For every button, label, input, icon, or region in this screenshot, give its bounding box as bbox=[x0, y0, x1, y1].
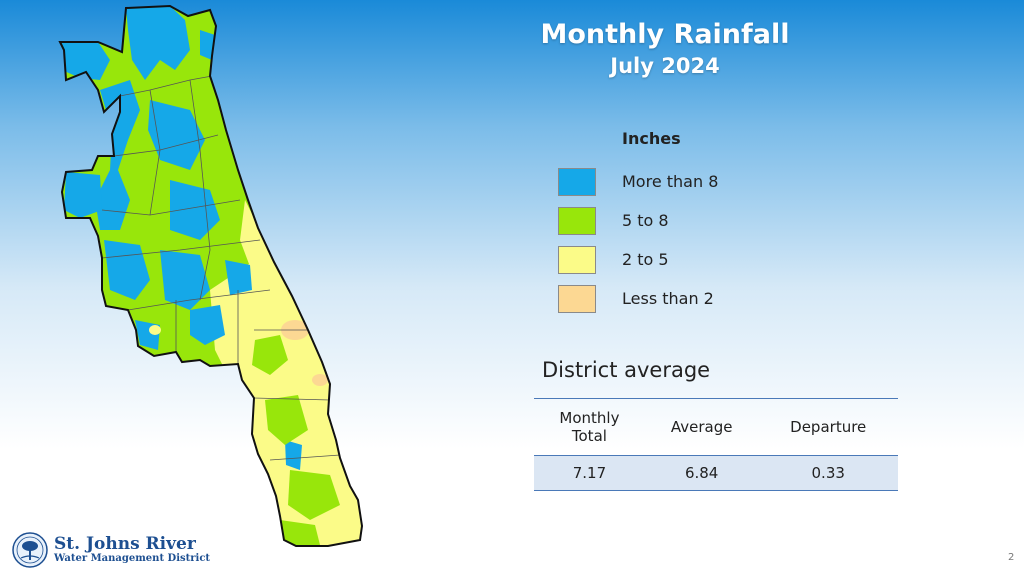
page-number: 2 bbox=[1008, 552, 1015, 563]
district-average-heading: District average bbox=[542, 358, 711, 382]
legend-title: Inches bbox=[622, 129, 681, 148]
column-header: Average bbox=[644, 398, 759, 456]
legend-swatch bbox=[558, 167, 596, 196]
legend-label: More than 8 bbox=[622, 172, 719, 191]
legend-item: 2 to 5 bbox=[558, 240, 718, 279]
district-logo: St. Johns River Water Management Distric… bbox=[12, 532, 210, 568]
legend-swatch bbox=[558, 206, 596, 235]
legend-item: Less than 2 bbox=[558, 279, 718, 318]
legend-swatch bbox=[558, 245, 596, 274]
legend-swatch bbox=[558, 284, 596, 313]
legend-label: 2 to 5 bbox=[622, 250, 669, 269]
map-subtitle: July 2024 bbox=[610, 54, 720, 78]
legend-item: More than 8 bbox=[558, 162, 718, 201]
rainfall-map bbox=[59, 5, 363, 547]
table-header-row: Monthly Total Average Departure bbox=[534, 398, 898, 456]
title-block: Monthly Rainfall July 2024 bbox=[520, 18, 810, 80]
tree-seal-icon bbox=[12, 532, 48, 568]
legend-item: 5 to 8 bbox=[558, 201, 718, 240]
legend-label: Less than 2 bbox=[622, 289, 714, 308]
average-value: 6.84 bbox=[644, 455, 759, 491]
logo-line-2: Water Management District bbox=[54, 553, 211, 564]
legend-label: 5 to 8 bbox=[622, 211, 669, 230]
legend: Inches More than 8 5 to 8 2 to 5 Less th… bbox=[558, 128, 718, 318]
logo-line-1: St. Johns River bbox=[54, 534, 196, 554]
map-title: Monthly Rainfall bbox=[540, 19, 790, 50]
table-row: 7.17 6.84 0.33 bbox=[534, 455, 898, 491]
column-header: Departure bbox=[758, 398, 898, 456]
district-average-table: Monthly Total Average Departure 7.17 6.8… bbox=[534, 398, 898, 491]
monthly-total-value: 7.17 bbox=[534, 455, 645, 491]
departure-value: 0.33 bbox=[758, 455, 898, 491]
column-header: Monthly Total bbox=[534, 398, 645, 456]
